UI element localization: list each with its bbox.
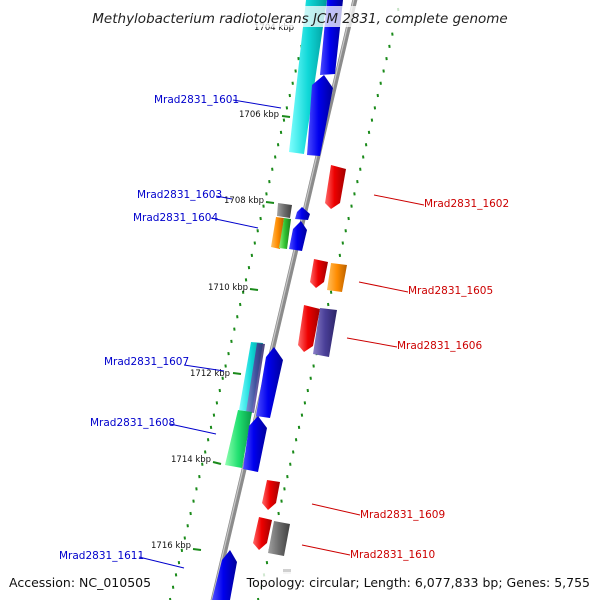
gene-label-mrad2831-1608[interactable]: Mrad2831_1608 — [90, 417, 175, 429]
gene-mrad2831-1604b-feature[interactable] — [279, 218, 291, 249]
gene-mrad2831-1610-feature[interactable] — [268, 521, 290, 556]
gene-label-mrad2831-1610[interactable]: Mrad2831_1610 — [350, 549, 435, 561]
kbp-tick-1716 — [192, 548, 202, 551]
inner-tick-guide — [169, 7, 312, 600]
gene-label-mrad2831-1611[interactable]: Mrad2831_1611 — [59, 550, 144, 562]
kbp-tick-1712 — [232, 372, 242, 375]
genome-summary-text: Topology: circular; Length: 6,077,833 bp… — [246, 575, 590, 590]
kbp-label-1710: 1710 kbp — [208, 283, 248, 293]
gene-mrad2831-1610a-feature[interactable] — [253, 517, 272, 550]
kbp-tick-1706 — [281, 115, 291, 118]
gene-mrad2831-1603b-feature[interactable] — [295, 207, 310, 220]
gene-label-mrad2831-1604[interactable]: Mrad2831_1604 — [133, 212, 218, 224]
kbp-label-1716: 1716 kbp — [151, 541, 191, 551]
kbp-label-1704: 1704 kbp — [254, 23, 294, 33]
gene-label-mrad2831-1602[interactable]: Mrad2831_1602 — [424, 198, 509, 210]
kbp-label-1708: 1708 kbp — [224, 196, 264, 206]
gene-label-mrad2831-1607[interactable]: Mrad2831_1607 — [104, 356, 189, 368]
gene-mrad2831-1607c-feature[interactable] — [256, 347, 283, 418]
kbp-label-1706: 1706 kbp — [239, 110, 279, 120]
gene-mrad2831-1603-feature[interactable] — [277, 203, 292, 218]
gene-mrad2831-1611-feature[interactable] — [212, 550, 237, 600]
gene-mrad2831-1605-feature[interactable] — [327, 263, 347, 292]
gene-mrad2831-1606-feature[interactable] — [313, 308, 337, 357]
gene-label-mrad2831-1606[interactable]: Mrad2831_1606 — [397, 340, 482, 352]
gene-mrad2831-1605a-feature[interactable] — [310, 259, 328, 288]
kbp-tick-1710 — [249, 288, 259, 291]
gene-mrad2831-1608-feature[interactable] — [225, 410, 252, 468]
gene-cyan-feature[interactable] — [289, 0, 327, 154]
gene-mrad2831-1606a-feature[interactable] — [298, 305, 320, 352]
gene-mrad2831-1608b-feature[interactable] — [243, 416, 267, 472]
kbp-label-1714: 1714 kbp — [171, 455, 211, 465]
gene-label-mrad2831-1603[interactable]: Mrad2831_1603 — [137, 189, 222, 201]
gene-mrad2831-1601-feature[interactable] — [307, 75, 333, 156]
gene-mrad2831-1604c-feature[interactable] — [289, 221, 307, 251]
gene-labels: Mrad2831_1601 Mrad2831_1602 Mrad2831_160… — [59, 94, 509, 562]
kbp-tick-1708 — [265, 201, 275, 204]
gene-mrad2831-1609-feature[interactable] — [262, 480, 280, 510]
label-leader-lines — [138, 99, 425, 569]
kbp-tick-1714 — [212, 461, 222, 465]
gene-label-mrad2831-1609[interactable]: Mrad2831_1609 — [360, 509, 445, 521]
gene-label-mrad2831-1601[interactable]: Mrad2831_1601 — [154, 94, 239, 106]
gene-mrad2831-1602-feature[interactable] — [325, 165, 346, 209]
accession-text: Accession: NC_010505 — [9, 575, 151, 590]
genome-backbone — [210, 0, 358, 600]
gene-mrad2831-1607b-feature[interactable] — [246, 343, 265, 413]
gene-label-mrad2831-1605[interactable]: Mrad2831_1605 — [408, 285, 493, 297]
kbp-label-1712: 1712 kbp — [190, 369, 230, 379]
gene-features — [212, 0, 347, 600]
genome-title: Methylobacterium radiotolerans JCM 2831,… — [92, 11, 507, 27]
